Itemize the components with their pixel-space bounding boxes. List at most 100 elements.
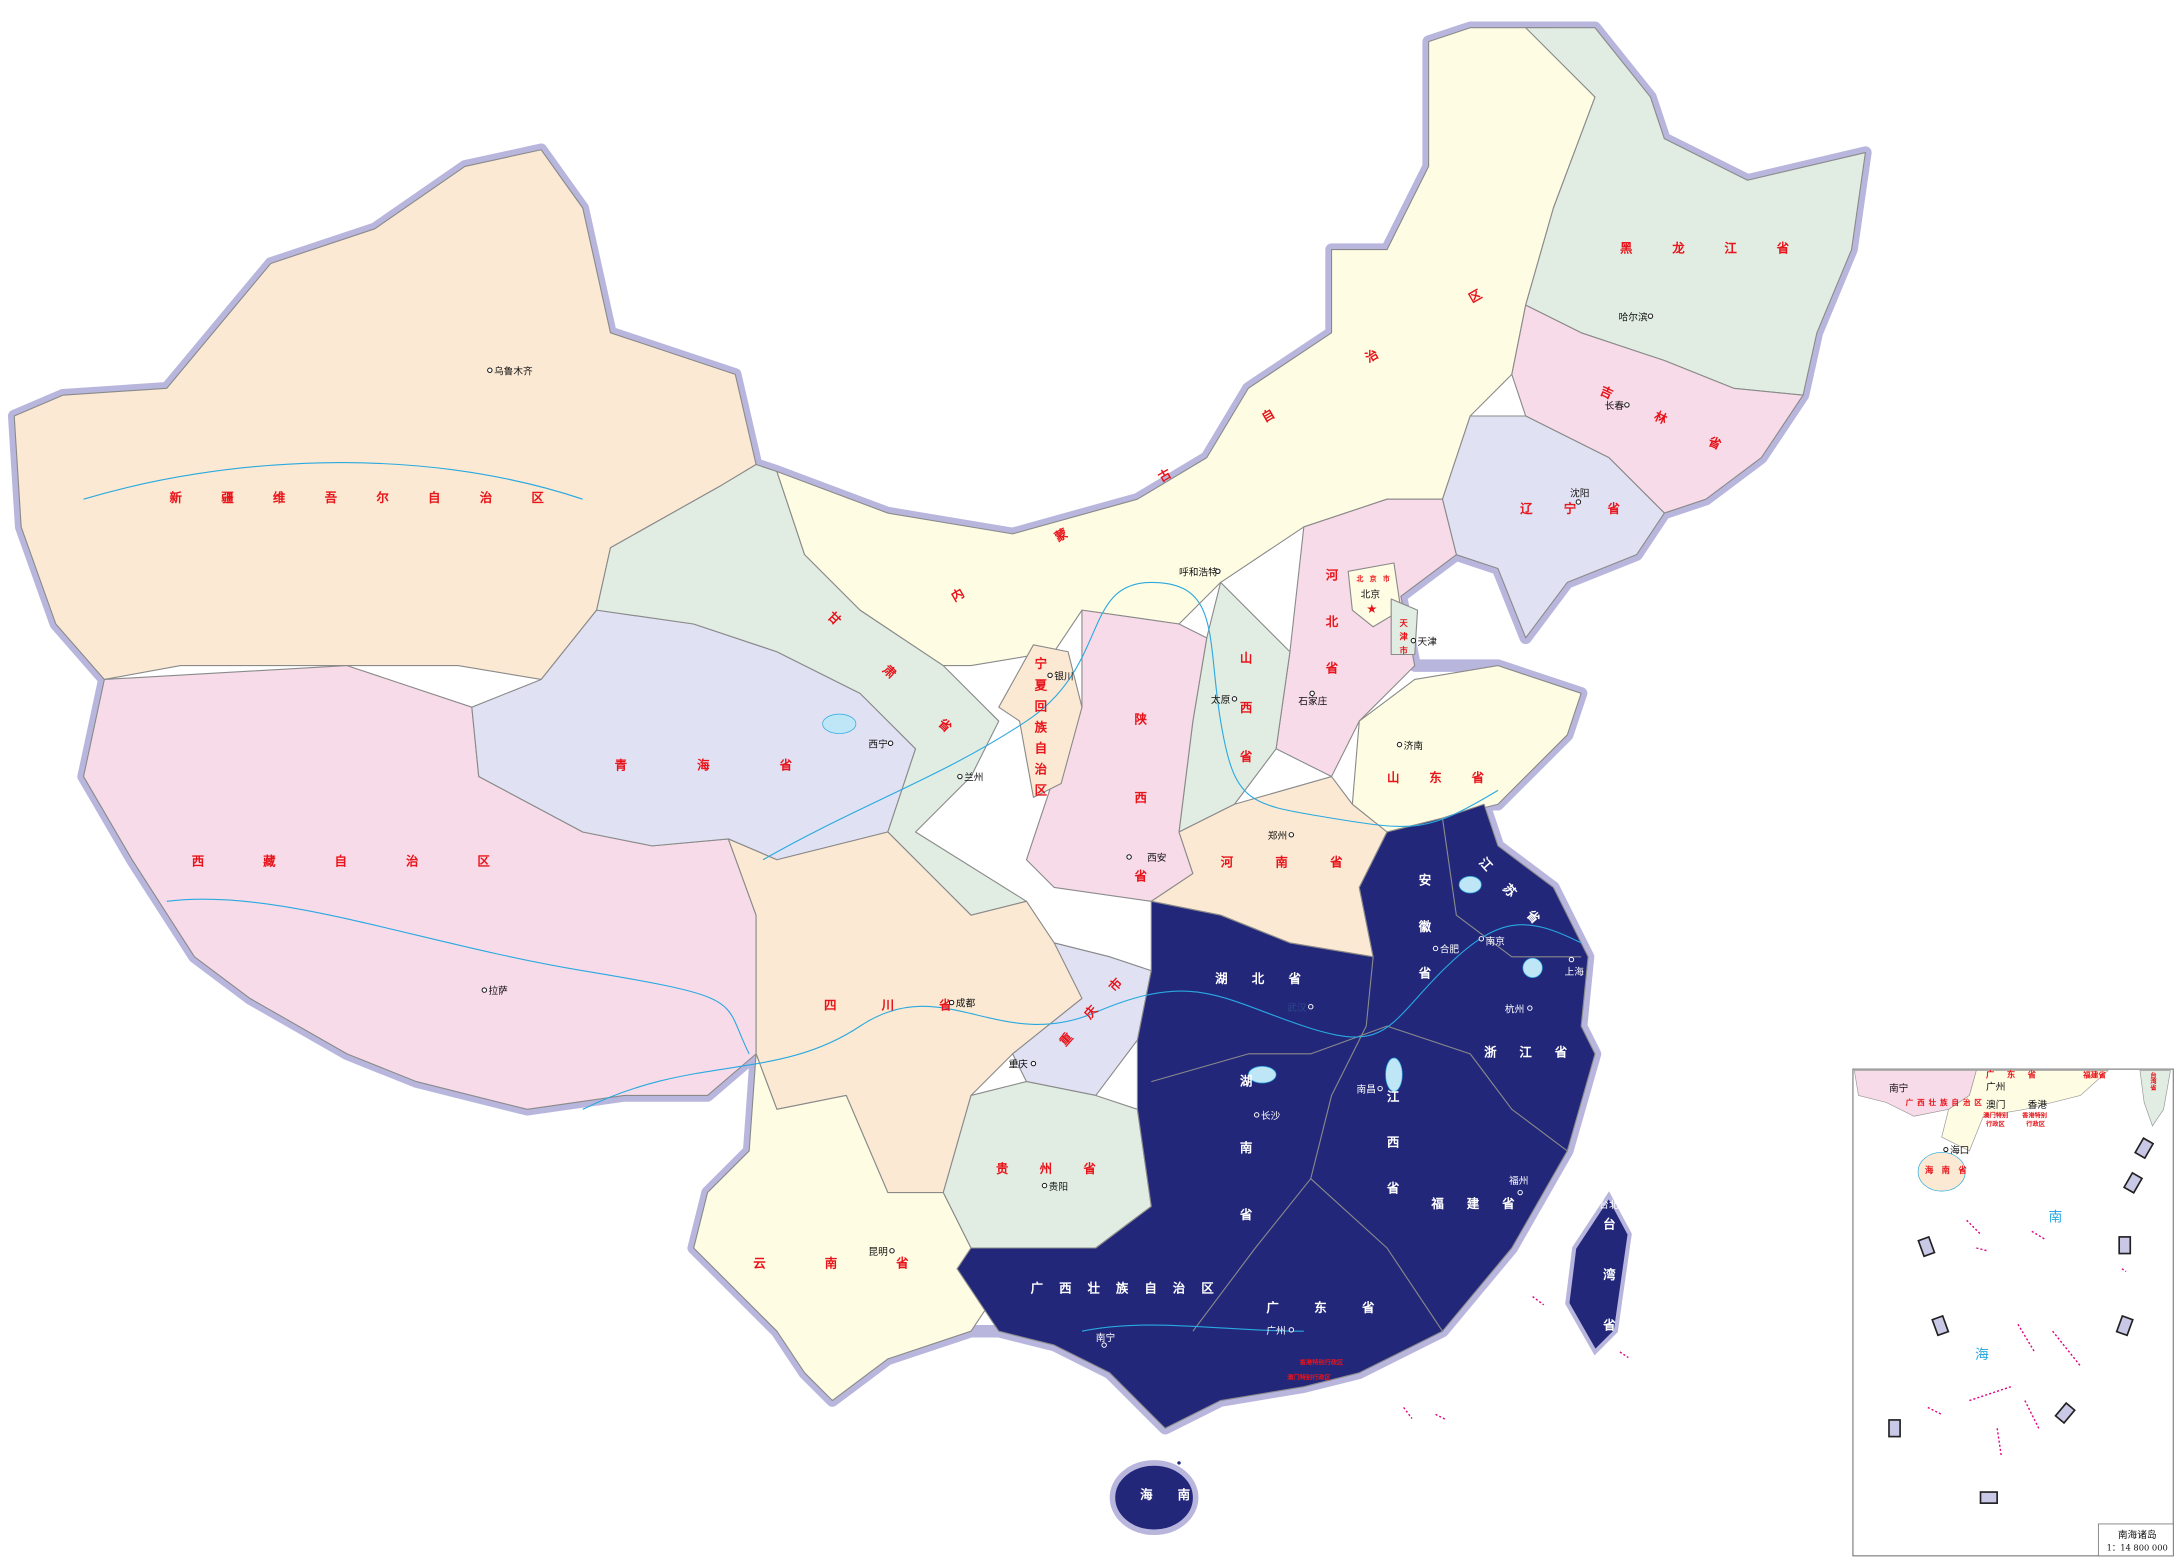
city-kunming: 昆明: [868, 1246, 895, 1258]
inset-city-hongkong: 香港: [2028, 1099, 2048, 1111]
province-taiwan[interactable]: [1565, 1191, 1632, 1356]
city-tianjin: 天津: [1410, 636, 1438, 648]
city-hohhot: 呼和浩特: [1179, 566, 1221, 578]
hongze-lake: [1458, 876, 1482, 894]
svg-text:银川: 银川: [1054, 669, 1073, 682]
city-xining: 西宁: [868, 737, 894, 750]
city-jinan: 济南: [1396, 739, 1424, 752]
highlighted-southeast-region[interactable]: [956, 803, 1596, 1429]
inset-label-hainan: 海南省: [1925, 1165, 1967, 1175]
city-fuzhou: 福州: [1509, 1174, 1528, 1196]
city-chengdu: 成都: [948, 998, 975, 1010]
city-changchun: 长春: [1605, 400, 1630, 412]
svg-text:昆明: 昆明: [868, 1246, 887, 1258]
province-ningxia[interactable]: [998, 644, 1083, 798]
svg-text:南京: 南京: [1485, 934, 1505, 947]
city-zhengzhou: 郑州: [1268, 829, 1295, 842]
svg-text:沈阳: 沈阳: [1570, 486, 1589, 499]
nine-dash-line: [1888, 1137, 2155, 1504]
svg-text:南昌: 南昌: [1357, 1083, 1376, 1096]
inset-hongkong-sar-line1: 香港特别: [2021, 1112, 2047, 1120]
city-hangzhou: 杭州: [1505, 1002, 1533, 1015]
city-hefei: 合肥: [1432, 943, 1459, 956]
inset-macau-sar-line1: 澳门特别: [1983, 1112, 2008, 1120]
svg-text:海口: 海口: [1183, 1457, 1202, 1470]
city-lanzhou: 兰州: [957, 771, 983, 784]
svg-text:郑州: 郑州: [1268, 829, 1287, 842]
svg-text:福州: 福州: [1509, 1174, 1528, 1187]
inset-legend-box: 南海诸岛 1：14 800 000: [2097, 1523, 2174, 1557]
inset-city-haikou: 海口: [1950, 1144, 1969, 1157]
city-yinchuan: 银川: [1047, 669, 1074, 682]
province-yunnan[interactable]: [693, 1053, 1000, 1402]
city-lhasa: 拉萨: [481, 984, 508, 997]
inset-label-fujian: 福建省: [2082, 1069, 2106, 1079]
svg-text:济南: 济南: [1404, 739, 1424, 752]
city-guiyang: 贵阳: [1041, 1180, 1068, 1193]
svg-text:上海: 上海: [1565, 965, 1585, 978]
svg-text:西宁: 西宁: [868, 737, 888, 750]
city-urumqi: 乌鲁木齐: [487, 364, 533, 377]
city-nanchang: 南昌: [1357, 1083, 1383, 1096]
city-shenyang: 沈阳: [1570, 486, 1589, 505]
svg-text:★: ★: [1366, 601, 1377, 616]
label-tibet: 西藏自治区: [192, 853, 491, 868]
inset-label-taiwan: 台湾省: [2149, 1071, 2157, 1091]
inset-label-guangdong: 广东省: [1986, 1069, 2037, 1079]
city-nanning: 南宁: [1096, 1331, 1116, 1348]
label-macau-sar: 澳门特别行政区: [1287, 1374, 1331, 1382]
label-hongkong-sar: 香港特别行政区: [1299, 1358, 1344, 1366]
inset-macau-sar-line2: 行政区: [1985, 1120, 2005, 1128]
internal-border: [1192, 956, 1374, 1332]
svg-text:石家庄: 石家庄: [1298, 694, 1327, 707]
svg-text:西安: 西安: [1147, 851, 1167, 864]
city-nanjing: 南京: [1478, 934, 1505, 947]
province-beijing[interactable]: [1347, 562, 1402, 628]
qinghai-lake: [822, 713, 857, 734]
internal-border: [1151, 1025, 1568, 1152]
city-taiyuan: 太原: [1211, 693, 1238, 706]
city-guangzhou: 广州: [1266, 1325, 1295, 1337]
svg-text:北京: 北京: [1361, 588, 1381, 601]
svg-text:武汉: 武汉: [1287, 1001, 1307, 1014]
province-heilongjiang[interactable]: [1525, 27, 1866, 396]
city-haikou: 海口: [1176, 1457, 1203, 1470]
svg-text:贵阳: 贵阳: [1049, 1180, 1068, 1193]
label-beijing-municipality: 北京市: [1357, 574, 1390, 583]
inset-sea-label-nan: 南: [2048, 1210, 2062, 1226]
city-chongqing: 重庆: [1008, 1058, 1037, 1071]
city-labels: 乌鲁木齐 拉萨 西宁 兰州 银川 呼和浩特 哈尔滨 长春 沈阳 ★北京 天津 石…: [481, 310, 1654, 1470]
svg-text:长春: 长春: [1605, 400, 1625, 412]
svg-text:太原: 太原: [1211, 693, 1231, 706]
svg-text:南宁: 南宁: [1096, 1331, 1116, 1344]
svg-text:台北: 台北: [1599, 1198, 1619, 1211]
svg-text:兰州: 兰州: [964, 771, 983, 784]
svg-text:拉萨: 拉萨: [488, 984, 508, 997]
inset-city-guangzhou: 广州: [1986, 1081, 2005, 1093]
inset-label-guangxi: 广西壮族自治区: [1906, 1097, 1983, 1107]
label-tianjin-municipality: 天津市: [1399, 618, 1409, 655]
south-china-sea-inset: 南宁 广西壮族自治区 广东省 广州 澳门 香港 澳门特别 行政区 香港特别 行政…: [1852, 1068, 2174, 1557]
inset-sea-label-hai: 海: [1975, 1347, 1989, 1363]
svg-text:哈尔滨: 哈尔滨: [1619, 310, 1648, 323]
city-harbin: 哈尔滨: [1619, 310, 1654, 323]
city-shijiazhuang: 石家庄: [1298, 690, 1328, 707]
label-fujian: 福建省: [1430, 1196, 1515, 1211]
province-hainan[interactable]: [1109, 1460, 1199, 1536]
svg-text:杭州: 杭州: [1505, 1002, 1524, 1015]
inset-title: 南海诸岛: [2118, 1528, 2157, 1541]
province-jilin[interactable]: [1511, 304, 1804, 514]
inset-city-nanning: 南宁: [1889, 1081, 1909, 1094]
dongting-lake: [1248, 1066, 1277, 1084]
svg-text:长沙: 长沙: [1261, 1110, 1281, 1122]
internal-border: [1310, 1178, 1443, 1332]
svg-text:天津: 天津: [1418, 636, 1438, 648]
city-wuhan: 武汉: [1287, 1001, 1314, 1014]
provinces: [13, 27, 1866, 1536]
city-taipei: 台北: [1599, 1198, 1619, 1211]
svg-text:乌鲁木齐: 乌鲁木齐: [494, 364, 533, 377]
city-shanghai: 上海: [1565, 956, 1585, 978]
city-changsha: 长沙: [1253, 1110, 1281, 1122]
inset-scale: 1：14 800 000: [2107, 1542, 2168, 1552]
svg-text:呼和浩特: 呼和浩特: [1179, 566, 1218, 578]
